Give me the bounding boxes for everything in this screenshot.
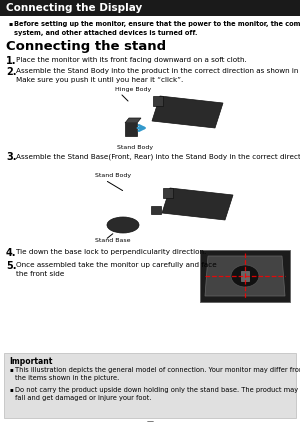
Text: Tie down the base lock to perpendicularity direction.: Tie down the base lock to perpendiculari… [16,249,206,255]
Text: 3.: 3. [6,152,16,162]
Text: Important: Important [9,357,52,366]
Text: Hinge Body: Hinge Body [115,87,151,92]
Text: Stand Base: Stand Base [95,238,130,243]
Text: ▪: ▪ [9,367,13,372]
Text: Connecting the stand: Connecting the stand [6,40,166,53]
Text: —: — [146,418,154,424]
Polygon shape [151,206,161,214]
Polygon shape [152,96,223,128]
Text: 4.: 4. [6,248,16,258]
Polygon shape [125,123,137,136]
Text: Once assembled take the monitor up carefully and face
the front side: Once assembled take the monitor up caref… [16,262,217,277]
Ellipse shape [231,265,259,287]
Text: 5.: 5. [6,261,16,271]
Bar [0,0,300,16]
Text: Stand Body: Stand Body [95,173,131,178]
Text: Before setting up the monitor, ensure that the power to the monitor, the compute: Before setting up the monitor, ensure th… [14,21,300,36]
Polygon shape [162,188,233,220]
Polygon shape [205,256,285,296]
Text: Stand Body: Stand Body [117,145,153,150]
Text: Assemble the Stand Base(Front, Rear) into the Stand Body in the correct directio: Assemble the Stand Base(Front, Rear) int… [16,153,300,159]
Text: Assemble the Stand Body into the product in the correct direction as shown in th: Assemble the Stand Body into the product… [16,68,300,82]
Polygon shape [163,188,173,198]
Text: ▪: ▪ [9,387,13,392]
Bar [200,250,290,302]
Text: Place the monitor with its front facing downward on a soft cloth.: Place the monitor with its front facing … [16,57,247,63]
Polygon shape [153,96,163,106]
Bar [4,353,296,418]
Text: Do not carry the product upside down holding only the stand base. The product ma: Do not carry the product upside down hol… [15,387,298,401]
Text: ▪: ▪ [8,21,12,26]
Text: Connecting the Display: Connecting the Display [6,3,142,13]
Bar [241,271,249,281]
Ellipse shape [107,217,139,233]
Text: This illustration depicts the general model of connection. Your monitor may diff: This illustration depicts the general mo… [15,367,300,381]
Text: 2.: 2. [6,67,16,77]
Polygon shape [125,118,141,123]
Text: 1.: 1. [6,56,16,66]
